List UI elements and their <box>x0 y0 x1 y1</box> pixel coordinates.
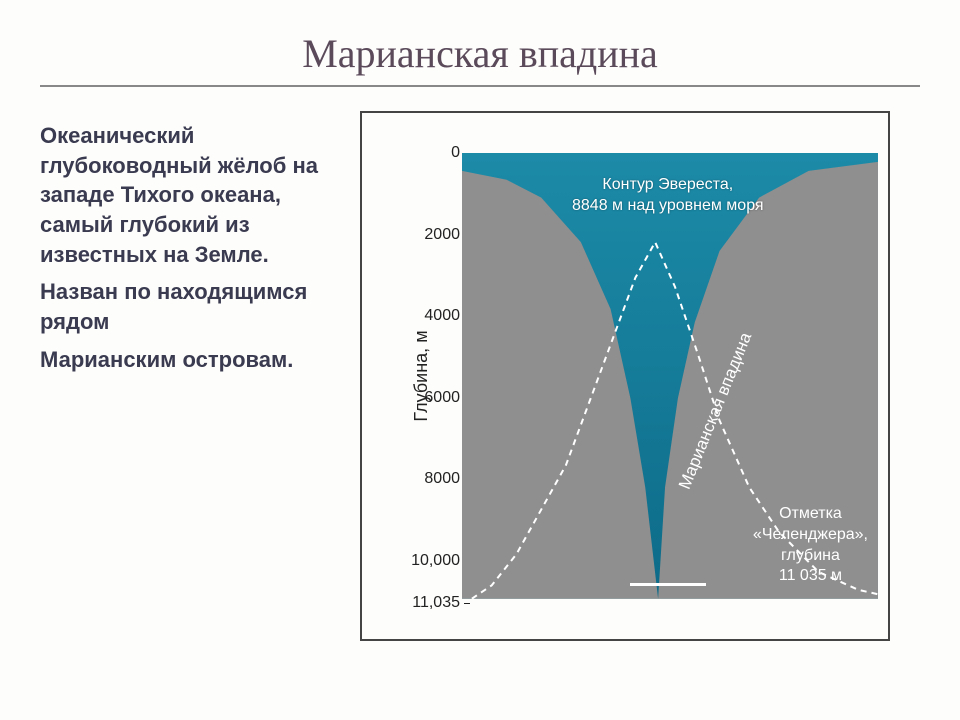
challenger-line2: «Челенджера», <box>753 526 868 543</box>
everest-label-line1: Контур Эвереста, <box>602 176 733 193</box>
content-row: Океанический глубоководный жёлоб на запа… <box>40 111 920 641</box>
everest-label: Контур Эвереста, 8848 м над уровнем моря <box>572 175 764 217</box>
paragraph-3: Марианским островам. <box>40 345 340 375</box>
y-tick: 10,000 <box>400 552 460 570</box>
y-tick: 8000 <box>400 470 460 488</box>
chart-plot-area: Контур Эвереста, 8848 м над уровнем моря… <box>462 153 878 599</box>
paragraph-1: Океанический глубоководный жёлоб на запа… <box>40 121 340 269</box>
y-axis-label: Глубина, м <box>411 330 432 421</box>
chart-column: Глубина, м 0 2000 4000 6000 8000 10,000 11,035… <box>360 111 920 641</box>
challenger-mark <box>630 583 706 586</box>
divider <box>40 85 920 87</box>
slide: Марианская впадина Океанический глубоков… <box>0 0 960 720</box>
y-tick: 4000 <box>400 307 460 325</box>
y-tick: 11,035 <box>400 594 460 612</box>
challenger-line1: Отметка <box>779 505 842 522</box>
text-column: Океанический глубоководный жёлоб на запа… <box>40 111 340 641</box>
everest-label-line2: 8848 м над уровнем моря <box>572 197 764 214</box>
y-tick: 6000 <box>400 389 460 407</box>
challenger-line3: глубина <box>781 547 840 564</box>
y-tick: 2000 <box>400 226 460 244</box>
challenger-label: Отметка «Челенджера», глубина 11 035 м <box>753 504 868 587</box>
page-title: Марианская впадина <box>40 30 920 77</box>
paragraph-2: Назван по находящимся рядом <box>40 277 340 336</box>
y-tick: 0 <box>400 144 460 162</box>
challenger-line4: 11 035 м <box>779 567 842 584</box>
chart-frame: Глубина, м 0 2000 4000 6000 8000 10,000 11,035… <box>360 111 890 641</box>
